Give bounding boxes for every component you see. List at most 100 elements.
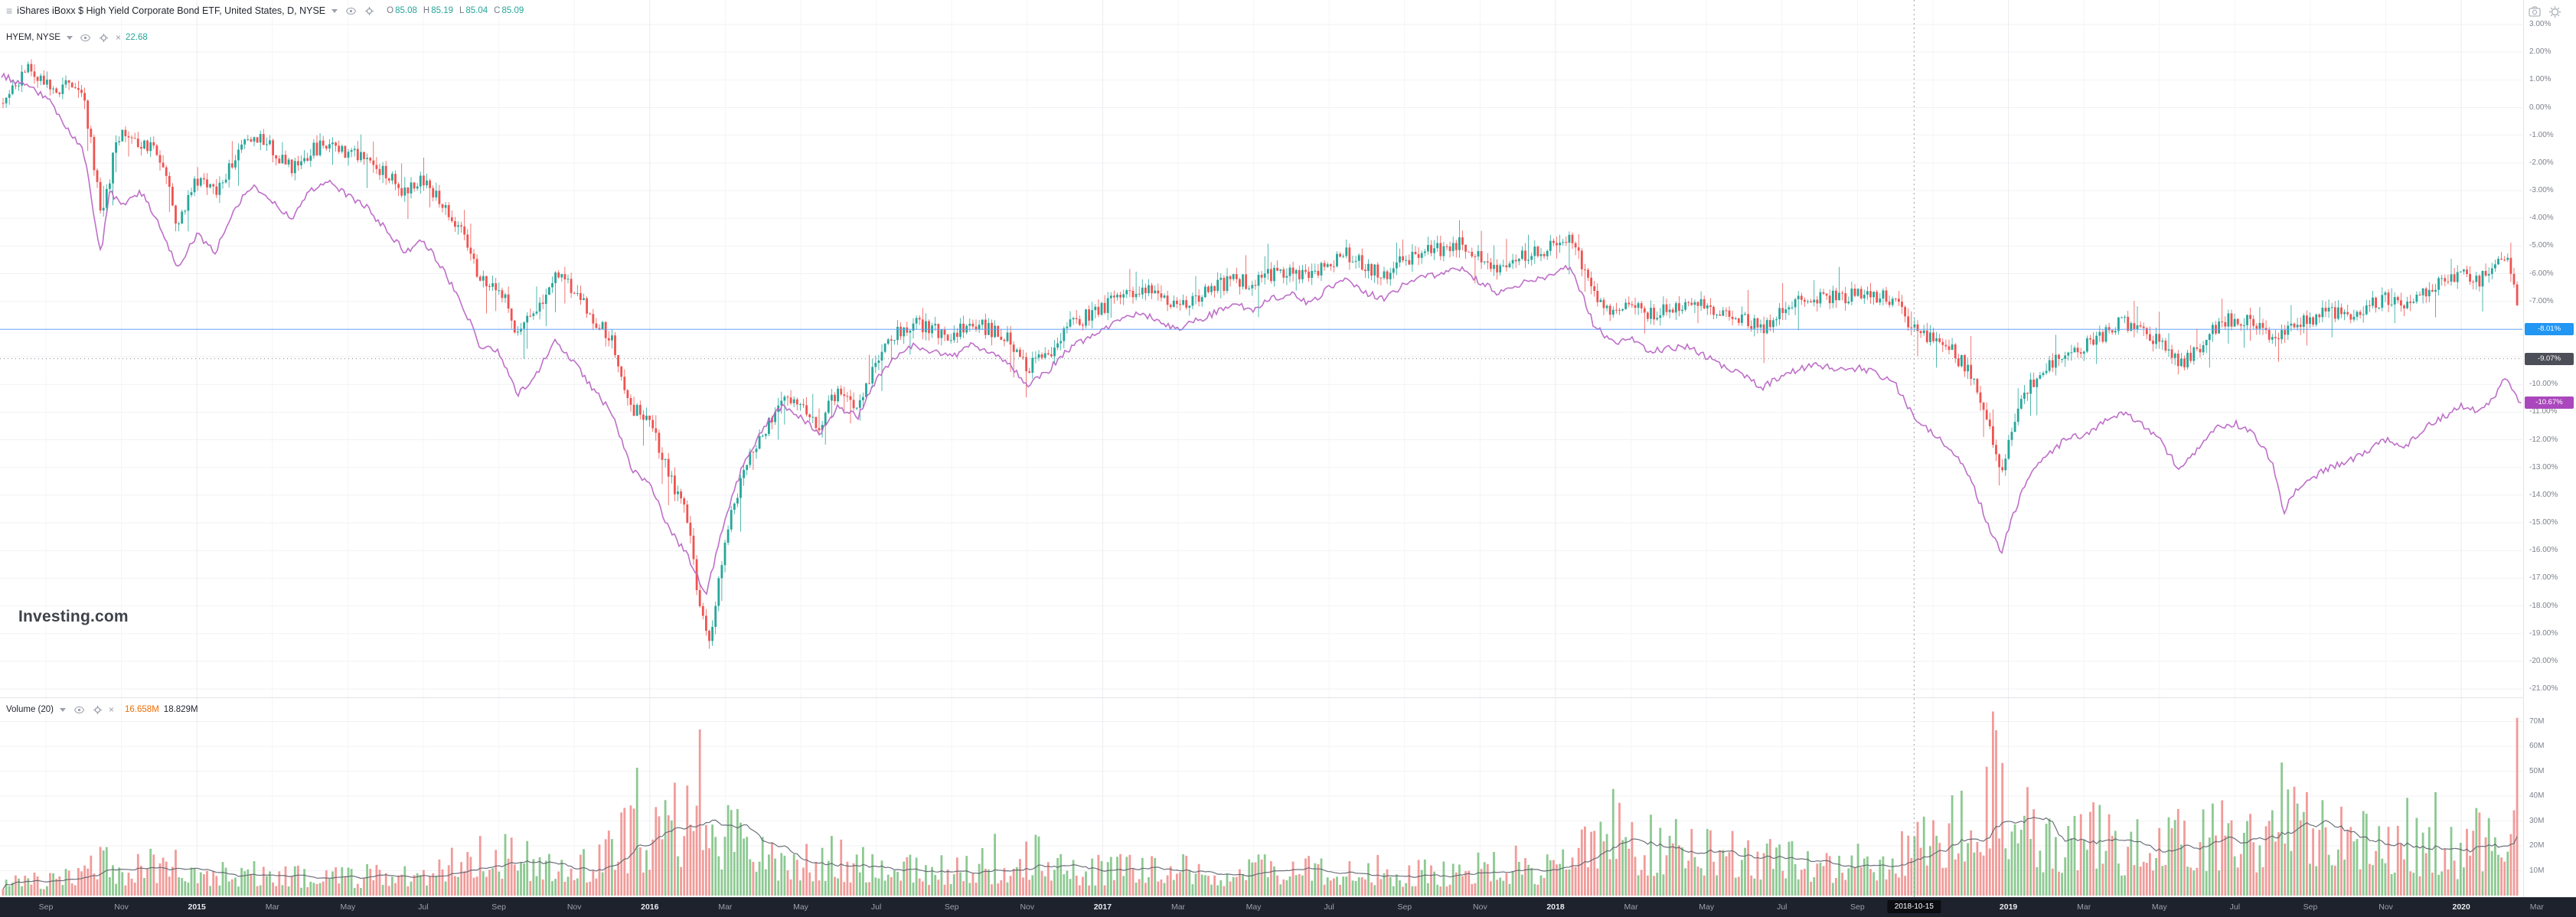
price-axis-tick: -14.00% — [2529, 490, 2558, 499]
gear-icon[interactable] — [97, 31, 111, 44]
time-axis-tick: May — [1246, 902, 1262, 912]
eye-icon[interactable] — [79, 31, 93, 44]
price-axis-tick: -19.00% — [2529, 628, 2558, 638]
gear-icon[interactable] — [90, 703, 104, 716]
time-axis-tick: Nov — [566, 902, 582, 912]
time-axis-tick: May — [793, 902, 808, 912]
time-axis-tick: Jul — [870, 902, 882, 912]
time-axis-tick: Mar — [2529, 902, 2544, 912]
crosshair-date-tag: 2018-10-15 — [1887, 900, 1941, 913]
comparison-value: 22.68 — [125, 33, 148, 42]
open-label: O — [387, 6, 394, 15]
settings-gear-icon[interactable] — [2548, 5, 2561, 18]
eye-icon[interactable] — [72, 703, 86, 716]
high-value: 85.19 — [431, 6, 453, 15]
price-axis-tick: -3.00% — [2529, 186, 2554, 195]
time-axis-tick: May — [1699, 902, 1715, 912]
low-value: 85.04 — [465, 6, 488, 15]
volume-ma-value: 18.829M — [163, 705, 198, 714]
price-axis-tick: -12.00% — [2529, 435, 2558, 444]
volume-indicator-label: Volume (20) — [6, 705, 54, 714]
volume-axis-tick: 20M — [2529, 841, 2545, 850]
time-axis-tick: Sep — [1850, 902, 1865, 912]
time-axis-tick: Mar — [1170, 902, 1186, 912]
price-axis-tick: 0.00% — [2529, 103, 2552, 112]
time-axis-tick: 2020 — [2452, 902, 2470, 912]
pane-separator[interactable] — [0, 697, 2523, 698]
price-axis-tick: -17.00% — [2529, 573, 2558, 583]
chevron-down-icon[interactable] — [60, 707, 67, 712]
price-axis-tick: -18.00% — [2529, 601, 2558, 610]
close-icon[interactable]: × — [109, 704, 115, 715]
volume-value: 16.658M — [125, 705, 159, 714]
price-axis-tick: -13.00% — [2529, 462, 2558, 472]
gear-icon[interactable] — [362, 4, 376, 18]
price-axis-tick: -15.00% — [2529, 518, 2558, 527]
time-axis-tick: Mar — [2077, 902, 2091, 912]
time-axis-tick: Sep — [944, 902, 959, 912]
symbol-legend: ≡ iShares iBoxx $ High Yield Corporate B… — [6, 4, 524, 18]
price-axis-tick: 1.00% — [2529, 75, 2552, 84]
time-axis-tick: Jul — [1777, 902, 1788, 912]
time-axis-tick: 2018 — [1546, 902, 1565, 912]
high-label: H — [423, 6, 430, 15]
volume-legend: Volume (20) × 16.658M 18.829M — [6, 703, 198, 716]
eye-icon[interactable] — [344, 4, 358, 18]
time-axis-tick: Nov — [114, 902, 129, 912]
price-axis[interactable]: -8.01% -9.07% -10.67% 3.00% 2.00% 1.00% 0.0… — [2523, 0, 2576, 897]
volume-axis-tick: 40M — [2529, 791, 2545, 800]
chevron-down-icon[interactable] — [66, 35, 73, 40]
price-axis-tick: -10.00% — [2529, 380, 2558, 389]
comparison-price-tag: -10.67% — [2525, 396, 2574, 410]
ohlc-values: O 85.08 H 85.19 L 85.04 C 85.09 — [387, 6, 524, 15]
time-axis-tick: Nov — [1020, 902, 1035, 912]
price-axis-tick: 2.00% — [2529, 47, 2552, 57]
chart-toolbar — [2528, 5, 2561, 18]
time-axis-tick: Mar — [718, 902, 733, 912]
volume-axis-tick: 30M — [2529, 816, 2545, 825]
time-axis-tick: 2019 — [1999, 902, 2018, 912]
price-axis-tick: -2.00% — [2529, 158, 2554, 167]
camera-icon[interactable] — [2528, 5, 2542, 18]
price-axis-tick: 3.00% — [2529, 20, 2552, 28]
price-axis-tick: -1.00% — [2529, 130, 2554, 139]
price-axis-tick: -21.00% — [2529, 684, 2558, 693]
time-axis[interactable]: 2018-10-15 Sep Nov 2015 Mar May Jul Sep Nov 2016… — [0, 897, 2576, 917]
time-axis-tick: Sep — [38, 902, 54, 912]
time-axis-tick: Nov — [1473, 902, 1487, 912]
menu-icon[interactable]: ≡ — [6, 5, 13, 17]
low-label: L — [459, 6, 465, 15]
time-axis-tick: Jul — [1324, 902, 1334, 912]
time-axis-tick: Sep — [491, 902, 506, 912]
price-axis-tick: -7.00% — [2529, 296, 2554, 305]
volume-axis-tick: 60M — [2529, 742, 2545, 750]
price-axis-tick: -6.00% — [2529, 269, 2554, 278]
investing-watermark: Investing.com — [18, 608, 129, 625]
price-axis-tick: -5.00% — [2529, 241, 2554, 250]
close-value: 85.09 — [501, 6, 524, 15]
main-price-chart[interactable] — [0, 0, 2523, 698]
time-axis-tick: Sep — [1397, 902, 1412, 912]
comparison-symbol: HYEM, NYSE — [6, 33, 60, 42]
volume-axis-tick: 70M — [2529, 716, 2545, 726]
volume-axis-tick: 50M — [2529, 766, 2545, 775]
price-axis-tick: -20.00% — [2529, 656, 2558, 665]
time-axis-tick: Mar — [265, 902, 279, 912]
time-axis-tick: Jul — [418, 902, 429, 912]
price-axis-tick: -11.00% — [2529, 407, 2558, 416]
volume-chart[interactable] — [0, 698, 2523, 897]
time-axis-tick: May — [2151, 902, 2167, 912]
time-axis-tick: Sep — [2303, 902, 2318, 912]
time-axis-tick: 2017 — [1093, 902, 1112, 912]
time-axis-tick: Nov — [2378, 902, 2393, 912]
chevron-down-icon[interactable] — [331, 8, 338, 13]
volume-axis-tick: 10M — [2529, 866, 2545, 875]
crosshair-price-tag: -9.07% — [2525, 352, 2574, 365]
price-axis-tick: -16.00% — [2529, 546, 2558, 555]
last-price-tag: -8.01% — [2525, 323, 2574, 336]
time-axis-tick: 2015 — [188, 902, 206, 912]
close-icon[interactable]: × — [115, 32, 121, 43]
open-value: 85.08 — [395, 6, 417, 15]
price-axis-tick: -4.00% — [2529, 214, 2554, 223]
